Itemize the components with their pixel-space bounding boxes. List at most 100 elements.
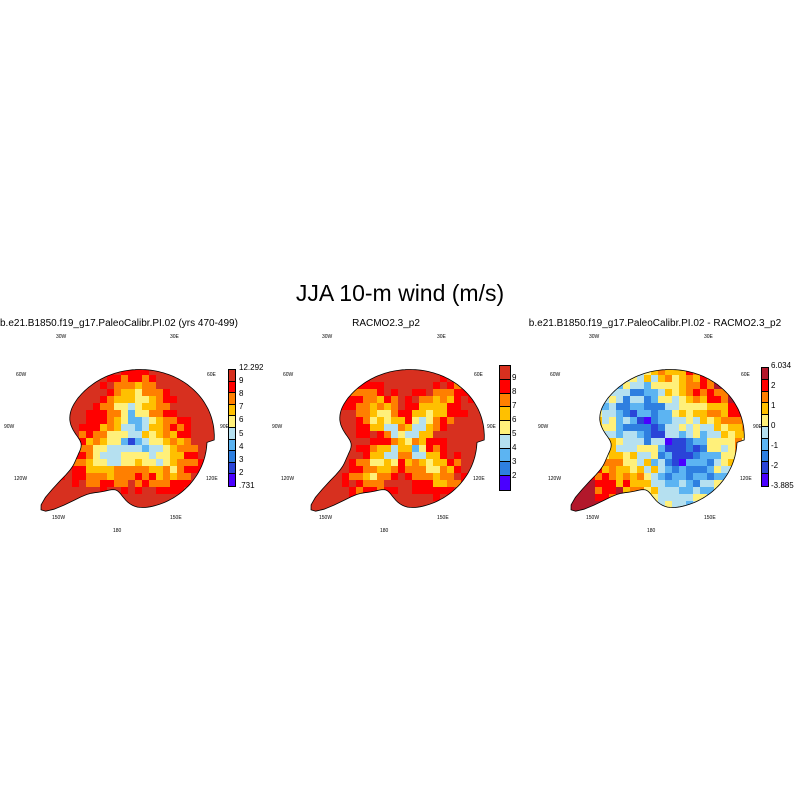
grid-cell: [170, 361, 178, 369]
grid-cell: [44, 487, 52, 495]
grid-cell: [226, 536, 234, 544]
grid-cell: [328, 382, 336, 390]
grid-cell: [686, 354, 694, 362]
grid-cell: [100, 369, 108, 376]
grid-cell: [489, 508, 497, 516]
grid-cell: [205, 389, 213, 397]
grid-cell: [609, 438, 617, 446]
grid-cell: [679, 382, 687, 390]
grid-cell: [482, 459, 485, 467]
grid-cell: [93, 459, 101, 467]
grid-cell: [300, 529, 308, 537]
grid-cell: [419, 424, 427, 432]
grid-cell: [184, 445, 192, 453]
colorbar-label: 9: [512, 373, 517, 382]
grid-cell: [721, 340, 729, 348]
grid-cell: [588, 522, 596, 530]
grid-cell: [735, 487, 743, 495]
grid-cell: [679, 508, 687, 512]
grid-cell: [121, 438, 129, 446]
grid-cell: [335, 354, 343, 362]
grid-cell: [156, 410, 164, 418]
grid-cell: [630, 403, 638, 411]
grid-cell: [588, 459, 596, 467]
grid-cell: [707, 347, 715, 355]
grid-cell: [51, 445, 59, 453]
grid-cell: [321, 417, 329, 425]
grid-cell: [142, 369, 150, 376]
grid-cell: [191, 389, 199, 397]
grid-cell: [665, 494, 673, 502]
colorbar-swatch: [762, 379, 768, 392]
grid-cell: [700, 445, 708, 453]
grid-cell: [356, 536, 364, 544]
grid-cell: [721, 466, 729, 474]
grid-cell: [356, 389, 364, 397]
grid-cell: [742, 389, 745, 397]
grid-cell: [335, 529, 343, 537]
grid-cell: [468, 515, 476, 523]
grid-cell: [212, 396, 215, 404]
grid-cell: [342, 340, 350, 348]
grid-cell: [142, 431, 150, 439]
grid-cell: [177, 389, 185, 397]
grid-cell: [100, 515, 108, 523]
grid-cell: [609, 417, 617, 425]
grid-cell: [447, 501, 455, 509]
grid-cell: [37, 361, 45, 369]
grid-cell: [475, 396, 483, 404]
colorbar-label: 12.292: [239, 363, 264, 372]
panel-1-title: b.e21.B1850.f19_g17.PaleoCalibr.PI.02 (y…: [0, 318, 238, 329]
grid-cell: [377, 410, 385, 418]
grid-cell: [86, 431, 94, 439]
grid-cell: [321, 396, 329, 404]
grid-cell: [742, 529, 750, 537]
grid-cell: [714, 354, 722, 362]
grid-cell: [100, 480, 108, 488]
grid-cell: [665, 417, 673, 425]
grid-cell: [419, 410, 427, 418]
grid-cell: [384, 396, 392, 404]
grid-cell: [156, 431, 164, 439]
grid-cell: [588, 438, 596, 446]
grid-cell: [314, 382, 322, 390]
grid-cell: [58, 536, 66, 544]
grid-cell: [219, 347, 227, 355]
grid-cell: [156, 466, 164, 474]
grid-cell: [574, 494, 582, 502]
grid-cell: [567, 347, 575, 355]
grid-cell: [149, 536, 157, 544]
grid-cell: [384, 375, 392, 383]
grid-cell: [623, 340, 631, 348]
grid-cell: [602, 354, 610, 362]
grid-cell: [616, 466, 624, 474]
grid-cell: [44, 459, 52, 467]
grid-cell: [184, 508, 192, 512]
grid-cell: [191, 459, 199, 467]
grid-cell: [672, 494, 680, 502]
grid-cell: [426, 354, 434, 362]
grid-cell: [205, 452, 213, 460]
grid-cell: [609, 375, 617, 383]
grid-cell: [433, 410, 441, 418]
grid-cell: [149, 529, 157, 537]
grid-cell: [156, 452, 164, 460]
grid-cell: [609, 410, 617, 418]
grid-cell: [191, 340, 199, 348]
grid-cell: [177, 382, 185, 390]
grid-cell: [454, 417, 462, 425]
grid-cell: [184, 515, 192, 523]
grid-cell: [314, 375, 322, 383]
grid-cell: [30, 361, 38, 369]
grid-cell: [567, 536, 575, 544]
grid-cell: [356, 480, 364, 488]
grid-cell: [482, 494, 485, 502]
grid-cell: [658, 354, 666, 362]
grid-cell: [637, 382, 645, 390]
grid-cell: [398, 480, 406, 488]
grid-cell: [447, 369, 455, 376]
grid-cell: [609, 396, 617, 404]
grid-cell: [728, 361, 736, 369]
grid-cell: [426, 487, 434, 495]
grid-cell: [651, 340, 659, 348]
